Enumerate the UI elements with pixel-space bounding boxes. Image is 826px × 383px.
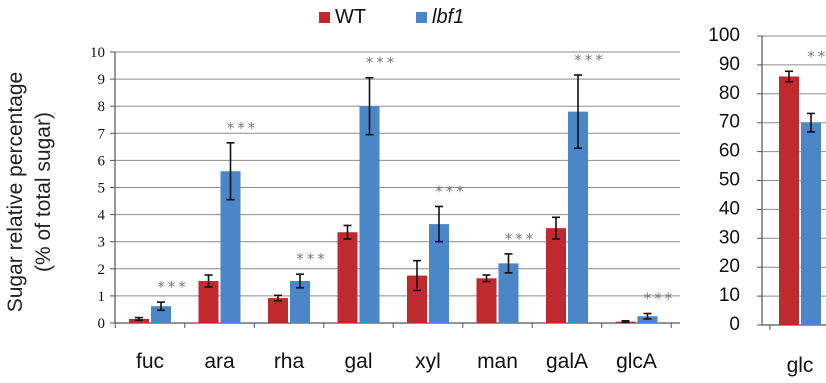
y-tick-label: 4	[98, 208, 106, 224]
y-tick-label: 90	[719, 54, 740, 75]
legend-label-lbf1: lbf1	[432, 6, 464, 28]
significance-marker: ***	[807, 47, 826, 65]
y-tick-label: 50	[719, 170, 740, 191]
significance-marker: ***	[505, 230, 537, 248]
y-tick-label: 70	[719, 112, 740, 133]
legend-label-wt: WT	[335, 6, 366, 28]
bar-lbf1-gala	[568, 111, 588, 324]
x-category-label: xyl	[415, 350, 441, 373]
y-tick-label: 60	[719, 141, 740, 162]
y-tick-label: 80	[719, 83, 740, 104]
legend: WT lbf1	[319, 6, 464, 28]
panel-main: 0 1 2 3 4 5 6 7 8 9 10 *** fuc *** ara *** rha *** gal *** x…	[90, 45, 680, 373]
y-axis-label: Sugar relative percentage	[4, 72, 27, 313]
bar-wt-ara	[198, 280, 219, 323]
panel-glc: 0 10 20 30 40 50 60 70 80 90 100 *** glc	[708, 25, 826, 377]
significance-marker: ***	[157, 278, 189, 296]
legend-swatch-lbf1	[416, 12, 427, 23]
bar-wt-rha	[268, 298, 288, 323]
y-tick-label: 10	[90, 45, 105, 61]
y-tick-label: 10	[719, 285, 740, 306]
y-tick-label: 2	[98, 262, 106, 278]
x-category-label: glc	[787, 354, 814, 377]
y-tick-label: 1	[98, 289, 106, 305]
x-category-label: galA	[546, 350, 588, 373]
bar-lbf1-man	[498, 263, 519, 323]
bar-lbf1-ara	[220, 171, 241, 323]
x-category-label: glcA	[616, 350, 657, 373]
x-category-label: ara	[204, 350, 235, 373]
bar-lbf1-rha	[290, 280, 310, 323]
significance-marker: ***	[366, 54, 398, 72]
y-tick-label: 20	[719, 256, 740, 277]
bar-lbf1-xyl	[429, 224, 449, 323]
x-category-label: man	[477, 350, 518, 373]
x-category-label: rha	[274, 350, 305, 373]
bar-wt-man	[476, 278, 497, 323]
y-tick-label: 0	[98, 316, 106, 332]
significance-marker: ***	[296, 250, 328, 268]
bar-wt-xyl	[407, 275, 427, 323]
bar-lbf1-fuc	[151, 306, 171, 323]
y-axis-label-unit: (% of total sugar)	[32, 112, 55, 272]
bar-lbf1-gal	[359, 106, 380, 323]
legend-swatch-wt	[319, 12, 330, 23]
significance-marker: ***	[574, 51, 606, 69]
y-tick-label: 8	[98, 99, 106, 115]
y-tick-label: 100	[708, 25, 740, 46]
y-tick-label: 5	[98, 181, 106, 197]
significance-marker: ***	[435, 182, 467, 200]
y-tick-label: 7	[98, 126, 106, 142]
bar-wt-glc	[779, 76, 799, 326]
y-tick-label: 6	[98, 153, 106, 169]
y-tick-label: 0	[729, 314, 740, 335]
y-tick-label: 9	[98, 72, 106, 88]
x-category-label: gal	[344, 350, 372, 373]
bar-wt-gal	[337, 232, 358, 323]
y-tick-label: 3	[98, 235, 106, 251]
x-category-label: fuc	[136, 350, 164, 373]
significance-marker: ***	[227, 119, 259, 137]
y-tick-label: 30	[719, 227, 740, 248]
y-tick-label: 40	[719, 198, 740, 219]
bar-lbf1-glc	[801, 122, 821, 325]
significance-marker: ***	[644, 290, 676, 308]
bar-wt-gala	[546, 228, 566, 323]
